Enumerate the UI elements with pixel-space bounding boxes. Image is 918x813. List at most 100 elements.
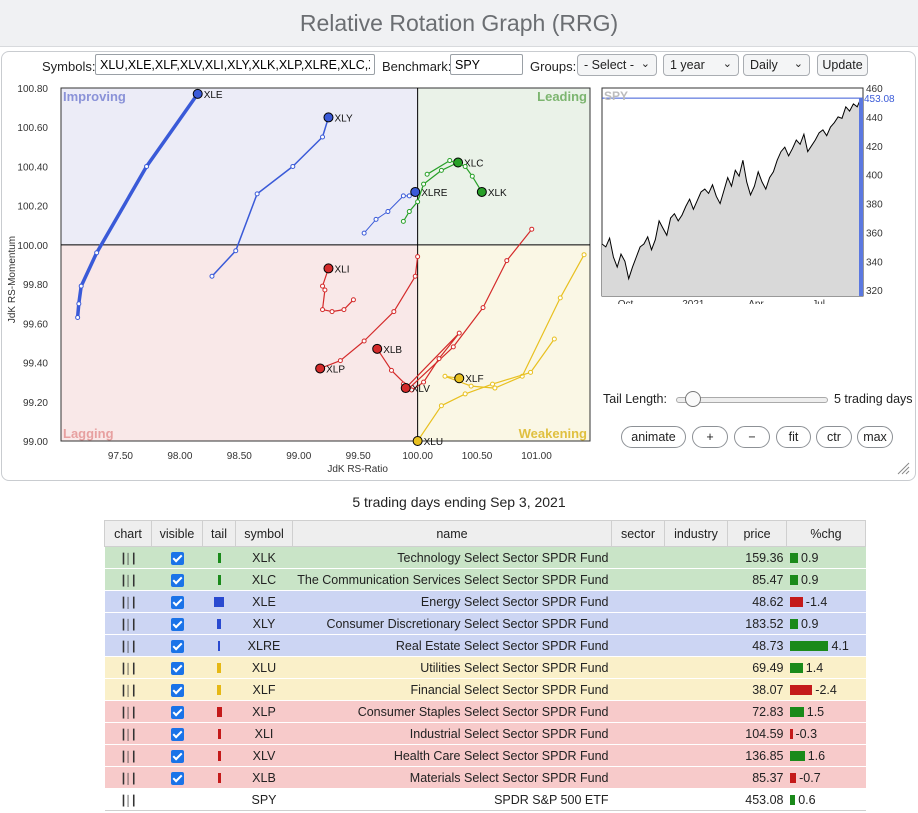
series-label: XLK — [488, 188, 507, 199]
candlestick-chart-icon[interactable]: ┃│┃ — [120, 597, 136, 609]
visible-checkbox[interactable] — [170, 749, 184, 763]
candlestick-chart-icon[interactable]: ┃│┃ — [120, 729, 136, 741]
candlestick-chart-icon[interactable]: ┃│┃ — [120, 553, 136, 565]
visible-checkbox[interactable] — [170, 771, 184, 785]
tail-color-swatch[interactable] — [217, 663, 221, 674]
head-point-xlu[interactable] — [412, 436, 423, 446]
tail-cell — [202, 546, 236, 569]
visible-checkbox[interactable] — [170, 683, 184, 697]
change-bar — [789, 707, 804, 718]
visible-checkbox[interactable] — [170, 727, 184, 741]
table-row: ┃│┃ XLP Consumer Staples Select Sector SPD… — [104, 700, 866, 723]
tail-color-swatch[interactable] — [216, 707, 222, 718]
tail-color-swatch[interactable] — [217, 729, 221, 740]
candlestick-chart-icon[interactable]: ┃│┃ — [120, 663, 136, 675]
frequency-select[interactable]: Daily ⌄ — [743, 54, 810, 76]
tail-color-swatch[interactable] — [217, 619, 221, 630]
visible-checkbox[interactable] — [170, 639, 184, 653]
period-select[interactable]: 1 year ⌄ — [663, 54, 739, 76]
symbol-cell: XLRE — [235, 634, 293, 657]
tail-color-swatch[interactable] — [217, 751, 221, 762]
column-header-chart[interactable]: chart — [104, 520, 152, 547]
quadrant-label-weakening: Weakening — [519, 426, 587, 441]
tail-color-swatch[interactable] — [217, 773, 221, 784]
head-point-xlk[interactable] — [476, 186, 487, 197]
name-cell: Utilities Select Sector SPDR Fund — [292, 656, 612, 679]
head-point-xlp[interactable] — [315, 363, 326, 374]
head-point-xly[interactable] — [323, 112, 334, 123]
visible-checkbox[interactable] — [170, 551, 184, 565]
column-header-name[interactable]: name — [292, 520, 612, 547]
tail-point — [373, 216, 379, 222]
max-button[interactable]: max — [857, 426, 893, 448]
column-header-sector[interactable]: sector — [611, 520, 665, 547]
zoom-in-button[interactable]: + — [692, 426, 728, 448]
column-header-tail[interactable]: tail — [202, 520, 236, 547]
head-point-xli[interactable] — [323, 263, 334, 274]
candlestick-chart-icon[interactable]: ┃│┃ — [120, 707, 136, 719]
visible-checkbox[interactable] — [170, 617, 184, 631]
benchmark-input[interactable] — [450, 54, 523, 75]
head-point-xlv[interactable] — [400, 383, 411, 394]
table-row: ┃│┃ XLB Materials Select Sector SPDR Fund 8… — [104, 766, 866, 789]
candlestick-chart-icon[interactable]: ┃│┃ — [120, 619, 136, 631]
slider-thumb[interactable] — [685, 391, 701, 407]
tail-color-swatch[interactable] — [214, 597, 224, 608]
zoom-out-button[interactable]: − — [734, 426, 770, 448]
symbols-input[interactable] — [95, 54, 375, 75]
tail-point — [528, 369, 534, 375]
tail-cell — [202, 678, 236, 701]
column-header-industry[interactable]: industry — [664, 520, 728, 547]
tail-color-swatch[interactable] — [217, 553, 221, 564]
center-button[interactable]: ctr — [816, 426, 852, 448]
tail-cell — [202, 788, 236, 811]
candlestick-chart-icon[interactable]: ┃│┃ — [120, 575, 136, 587]
pct-change-value: 1.6 — [807, 748, 826, 763]
column-header-pct-chg[interactable]: %chg — [786, 520, 866, 547]
candlestick-chart-icon[interactable]: ┃│┃ — [120, 795, 136, 807]
head-point-xlb[interactable] — [372, 343, 383, 354]
pct-change-value: 0.9 — [801, 572, 819, 587]
price-cell: 69.49 — [727, 656, 787, 679]
tail-length-slider[interactable] — [676, 391, 828, 407]
price-cell: 85.37 — [727, 766, 787, 789]
visible-checkbox[interactable] — [170, 573, 184, 587]
name-cell: SPDR S&P 500 ETF — [292, 788, 612, 811]
column-header-symbol[interactable]: symbol — [235, 520, 293, 547]
industry-cell — [664, 788, 728, 811]
tail-point — [290, 163, 296, 169]
pct-change-cell: 4.1 — [786, 634, 866, 657]
visible-cell — [151, 678, 203, 701]
update-button[interactable]: Update — [817, 54, 868, 76]
candlestick-chart-icon[interactable]: ┃│┃ — [120, 641, 136, 653]
y-tick-label: 99.20 — [23, 398, 48, 409]
resize-handle-icon[interactable] — [896, 461, 910, 475]
candlestick-chart-icon[interactable]: ┃│┃ — [120, 685, 136, 697]
tail-color-swatch[interactable] — [217, 685, 221, 696]
groups-select[interactable]: - Select - ⌄ — [577, 54, 657, 76]
fit-button[interactable]: fit — [776, 426, 811, 448]
head-point-xlre[interactable] — [410, 186, 421, 197]
series-label: XLRE — [421, 188, 447, 199]
candlestick-chart-icon[interactable]: ┃│┃ — [120, 751, 136, 763]
tail-color-swatch[interactable] — [217, 575, 221, 586]
visible-checkbox[interactable] — [170, 595, 184, 609]
name-cell: Real Estate Select Sector SPDR Fund — [292, 634, 612, 657]
pct-change-value: 0.9 — [801, 550, 819, 565]
spy-y-tick-label: 400 — [866, 171, 883, 182]
tail-length-value: 5 trading days — [834, 392, 913, 406]
series-label: XLB — [383, 345, 402, 356]
series-label: XLU — [424, 437, 443, 448]
tail-point — [412, 273, 418, 279]
head-point-xlf[interactable] — [454, 373, 465, 384]
column-header-price[interactable]: price — [727, 520, 787, 547]
tail-color-swatch[interactable] — [218, 641, 220, 652]
head-point-xle[interactable] — [192, 88, 203, 99]
visible-cell — [151, 590, 203, 613]
visible-checkbox[interactable] — [170, 661, 184, 675]
column-header-visible[interactable]: visible — [151, 520, 203, 547]
visible-checkbox[interactable] — [170, 705, 184, 719]
candlestick-chart-icon[interactable]: ┃│┃ — [120, 773, 136, 785]
animate-button[interactable]: animate — [621, 426, 686, 448]
tail-point — [385, 209, 391, 215]
